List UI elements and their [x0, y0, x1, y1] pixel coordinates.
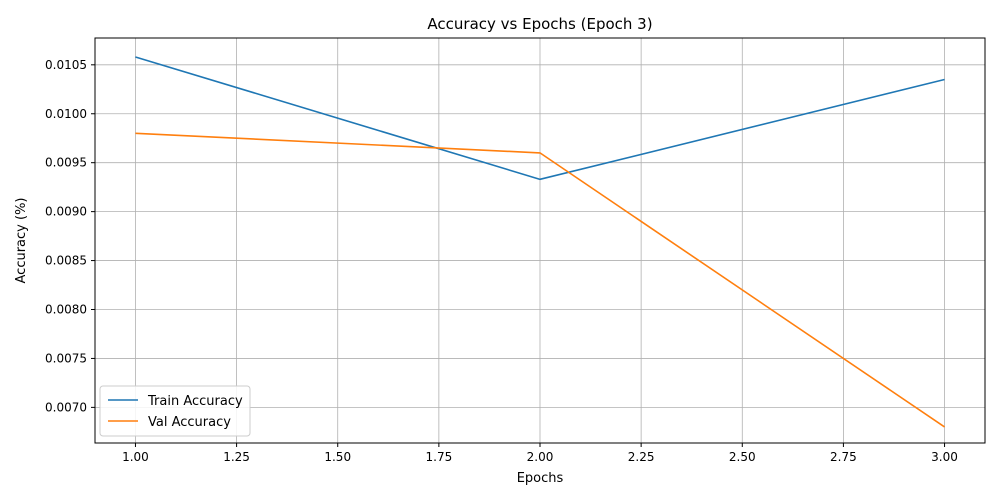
y-axis-label: Accuracy (%) — [14, 198, 29, 284]
x-tick-label: 2.50 — [729, 450, 756, 464]
x-tick-label: 1.00 — [122, 450, 149, 464]
legend: Train Accuracy Val Accuracy — [99, 385, 251, 437]
y-tick-label: 0.0080 — [45, 303, 87, 317]
legend-label-val: Val Accuracy — [148, 415, 231, 430]
x-tick-label: 2.00 — [527, 450, 554, 464]
x-tick-label: 1.50 — [324, 450, 351, 464]
y-tick-label: 0.0075 — [45, 351, 87, 365]
x-tick-label: 1.25 — [223, 450, 250, 464]
x-tick-label: 1.75 — [426, 450, 453, 464]
x-tick-label: 2.25 — [628, 450, 655, 464]
y-tick-label: 0.0100 — [45, 107, 87, 121]
x-tick-label: 2.75 — [830, 450, 857, 464]
y-tick-label: 0.0095 — [45, 156, 87, 170]
y-tick-label: 0.0090 — [45, 205, 87, 219]
x-tick-label: 3.00 — [931, 450, 958, 464]
series-lines — [135, 56, 945, 428]
axis-ticks: 1.00 1.25 1.50 1.75 2.00 2.25 2.50 2.75 3.00 0.00… — [45, 58, 958, 464]
y-tick-label: 0.0085 — [45, 254, 87, 268]
series-line-train — [135, 56, 945, 181]
y-tick-label: 0.0105 — [45, 58, 87, 72]
legend-label-train: Train Accuracy — [147, 394, 243, 409]
y-tick-label: 0.0070 — [45, 400, 87, 414]
chart-title: Accuracy vs Epochs (Epoch 3) — [427, 15, 652, 33]
x-axis-label: Epochs — [517, 471, 564, 486]
series-line-val — [135, 132, 945, 428]
grid — [95, 38, 985, 443]
legend-box — [99, 385, 251, 437]
